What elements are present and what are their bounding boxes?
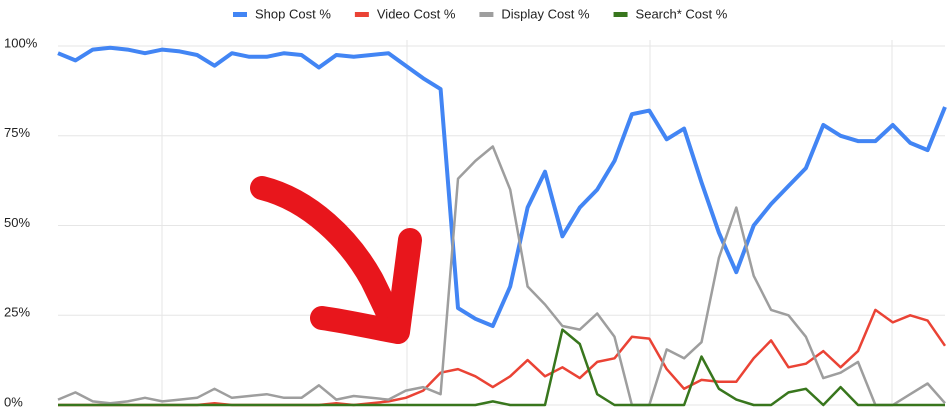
y-tick-label: 50%	[4, 215, 30, 230]
y-tick-label: 75%	[4, 125, 30, 140]
legend-label: Shop Cost %	[255, 6, 331, 21]
legend-label: Display Cost %	[501, 6, 590, 21]
legend-label: Video Cost %	[377, 6, 456, 21]
legend-swatch	[479, 12, 494, 17]
series-line	[57, 45, 947, 328]
plot: 0% 25% 50% 75% 100% Shop Cost % Video Cost % Di…	[4, 6, 947, 409]
series-line	[58, 328, 945, 407]
legend-label: Search* Cost %	[636, 6, 728, 21]
series-line	[58, 308, 947, 407]
annotation-arrow	[250, 176, 422, 344]
series-line	[57, 145, 946, 407]
y-tick-label: 100%	[4, 35, 38, 50]
arrow-shaft	[250, 176, 408, 342]
legend-swatch	[233, 12, 247, 17]
legend-swatch	[354, 12, 369, 17]
arrow-head	[310, 228, 422, 344]
legend-swatch	[613, 12, 628, 17]
y-tick-label: 0%	[4, 394, 23, 409]
y-tick-label: 25%	[4, 305, 30, 320]
